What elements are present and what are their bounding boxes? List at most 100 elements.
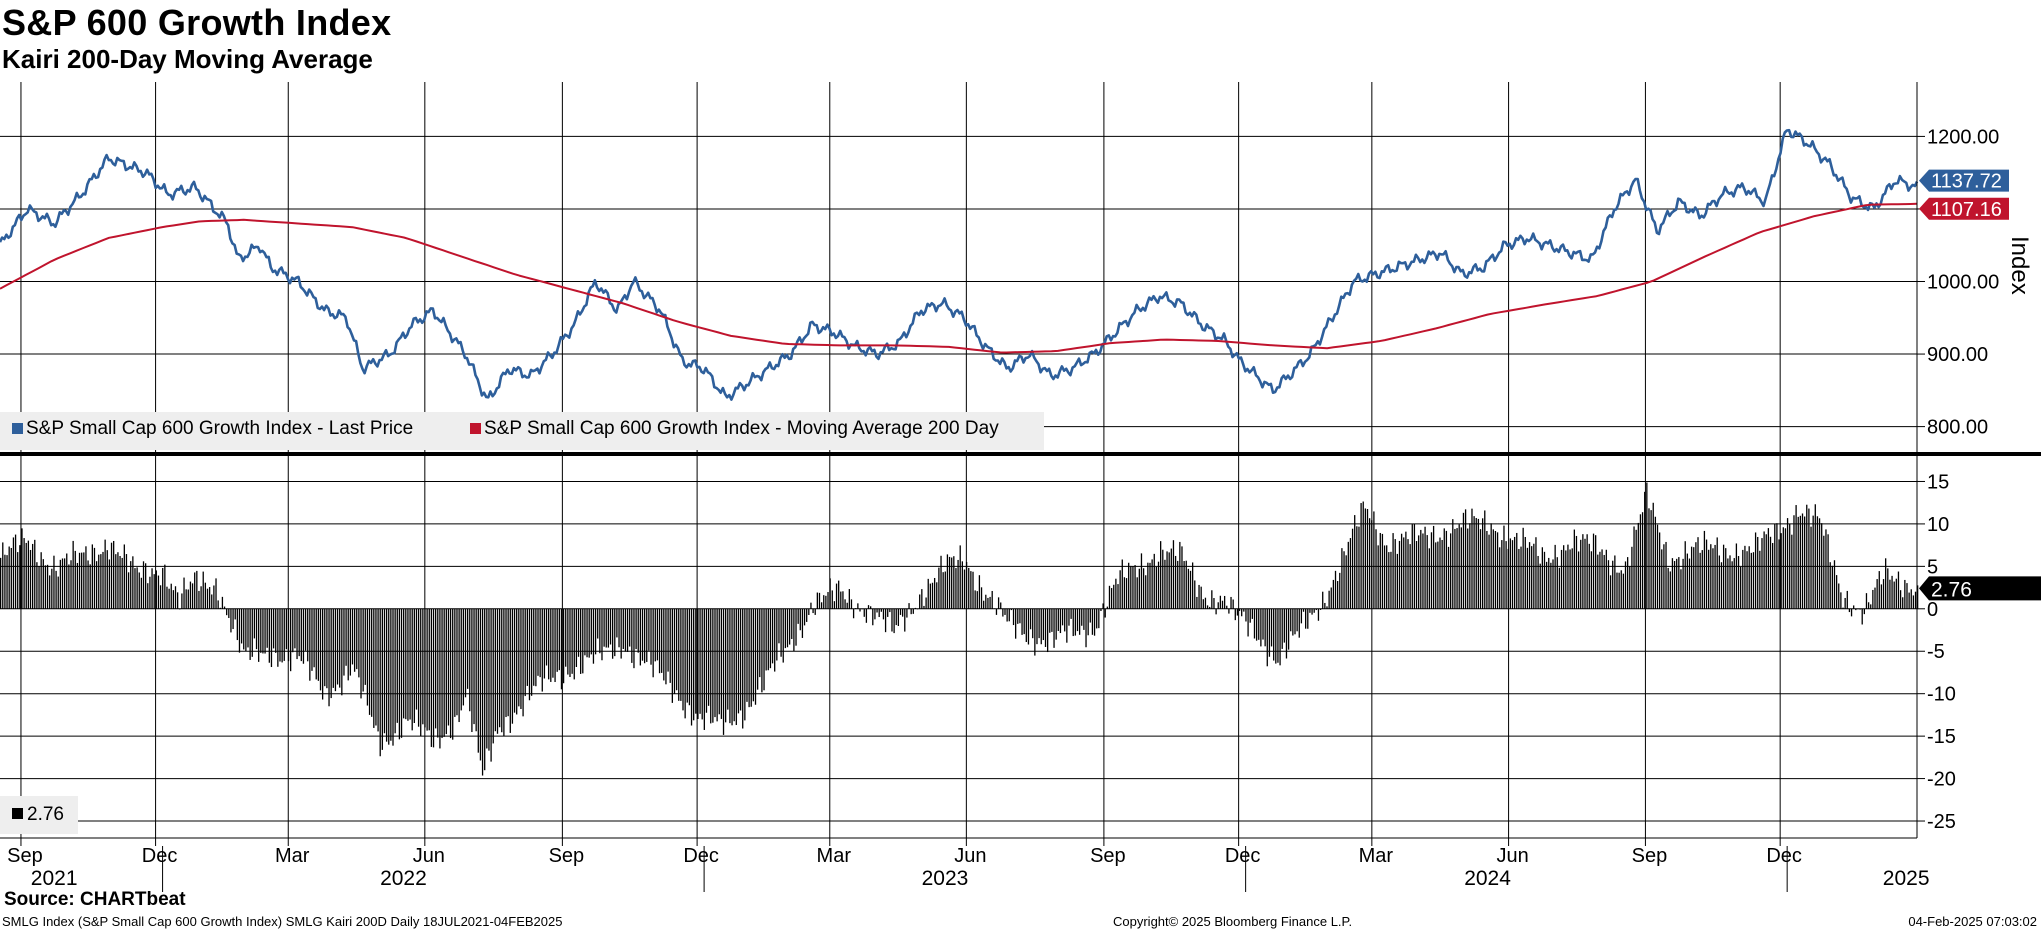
kairi-bar	[1831, 565, 1834, 609]
kairi-bar	[648, 608, 650, 651]
kairi-bar	[281, 608, 283, 663]
kairi-bar	[793, 608, 795, 652]
kairi-bar	[1558, 567, 1561, 609]
kairi-bar	[1221, 600, 1224, 609]
month-tick-label: Mar	[817, 845, 852, 867]
kairi-bar	[938, 567, 940, 609]
kairi-bar	[1771, 543, 1774, 609]
kairi-bar	[652, 608, 654, 678]
kairi-bar	[797, 608, 799, 624]
kairi-bar	[10, 547, 12, 609]
kairi-bar	[1078, 608, 1081, 635]
kairi-bar	[1906, 583, 1908, 609]
price-ytick-label: 1200.00	[1927, 126, 1999, 148]
kairi-bar	[626, 608, 629, 652]
kairi-bar	[1917, 585, 1919, 609]
kairi-bar	[1241, 608, 1243, 617]
kairi-bar	[586, 608, 588, 658]
kairi-bar	[1183, 561, 1185, 609]
kairi-bar	[844, 599, 846, 609]
kairi-bar	[377, 608, 379, 732]
kairi-bar	[1857, 608, 1859, 610]
kairi-bar	[590, 608, 592, 655]
kairi-bar	[1371, 520, 1373, 609]
kairi-bar	[313, 608, 315, 668]
kairi-bar	[1752, 552, 1755, 609]
kairi-bar	[228, 608, 230, 619]
kairi-bar	[496, 608, 499, 734]
kairi-bar	[923, 605, 925, 609]
kairi-bar	[927, 578, 929, 609]
kairi-bar	[479, 608, 482, 761]
kairi-bar	[1855, 608, 1857, 611]
kairi-ytick-label: -15	[1927, 726, 1956, 748]
kairi-bar	[170, 583, 172, 609]
kairi-bar	[155, 570, 157, 609]
kairi-bar	[1364, 508, 1367, 609]
month-tick-label: Jun	[1496, 845, 1528, 867]
kairi-bar	[1155, 566, 1158, 609]
kairi-bar	[1093, 608, 1096, 636]
kairi-bar	[835, 583, 838, 609]
kairi-bar	[545, 608, 548, 666]
kairi-bar	[125, 554, 128, 609]
kairi-bar	[1420, 529, 1422, 609]
kairi-bar	[1475, 517, 1477, 609]
kairi-bar	[1315, 608, 1317, 611]
kairi-bar	[669, 608, 671, 683]
kairi-bar	[607, 608, 610, 648]
kairi-bar	[1603, 554, 1605, 609]
kairi-bar	[183, 577, 185, 609]
kairi-bar	[1669, 571, 1671, 609]
kairi-bar	[565, 608, 567, 667]
kairi-bar	[1251, 608, 1254, 619]
kairi-bar	[761, 608, 763, 693]
kairi-bar	[349, 608, 352, 676]
kairi-bar	[1733, 558, 1735, 609]
kairi-bar	[899, 608, 902, 615]
kairi-bar	[466, 608, 469, 689]
kairi-bar	[1025, 608, 1027, 643]
kairi-bar	[1522, 527, 1524, 609]
kairi-bar	[279, 608, 281, 662]
kairi-bar	[1258, 608, 1260, 640]
kairi-bar	[1021, 608, 1023, 635]
kairi-bar	[1223, 595, 1226, 609]
kairi-bar	[799, 608, 801, 631]
kairi-bar	[1040, 608, 1042, 645]
kairi-bar	[206, 588, 209, 609]
kairi-bar	[1774, 523, 1776, 609]
kairi-bar	[1238, 608, 1241, 611]
kairi-bar	[742, 608, 744, 729]
kairi-bar	[716, 608, 718, 722]
kairi-bar	[983, 600, 985, 609]
kairi-bar	[1705, 539, 1708, 609]
legend-swatch-ma	[470, 423, 481, 434]
kairi-bar	[1334, 570, 1337, 609]
kairi-bar	[816, 592, 818, 609]
kairi-bar	[1784, 528, 1787, 609]
kairi-bar	[1081, 608, 1083, 626]
kairi-bar	[498, 608, 501, 728]
month-tick-label: Sep	[1090, 845, 1126, 867]
kairi-bar	[1708, 549, 1710, 609]
kairi-bar	[639, 608, 642, 666]
kairi-bar	[1914, 591, 1917, 609]
kairi-bar	[428, 608, 430, 731]
kairi-bar	[106, 550, 108, 609]
kairi-bar	[1618, 572, 1620, 609]
kairi-bar	[577, 608, 580, 657]
kairi-bar	[814, 608, 816, 615]
kairi-bar	[430, 608, 433, 747]
kairi-bar	[1121, 559, 1123, 609]
kairi-bar	[1089, 608, 1091, 623]
kairi-bar	[1019, 608, 1021, 624]
kairi-bar	[38, 566, 40, 609]
kairi-bar	[1061, 608, 1064, 626]
kairi-bar	[1110, 588, 1113, 609]
kairi-bar	[995, 608, 998, 615]
kairi-bar	[1793, 515, 1795, 609]
kairi-bar	[987, 597, 989, 609]
kairi-bar	[83, 552, 85, 609]
kairi-bar	[1460, 527, 1462, 609]
